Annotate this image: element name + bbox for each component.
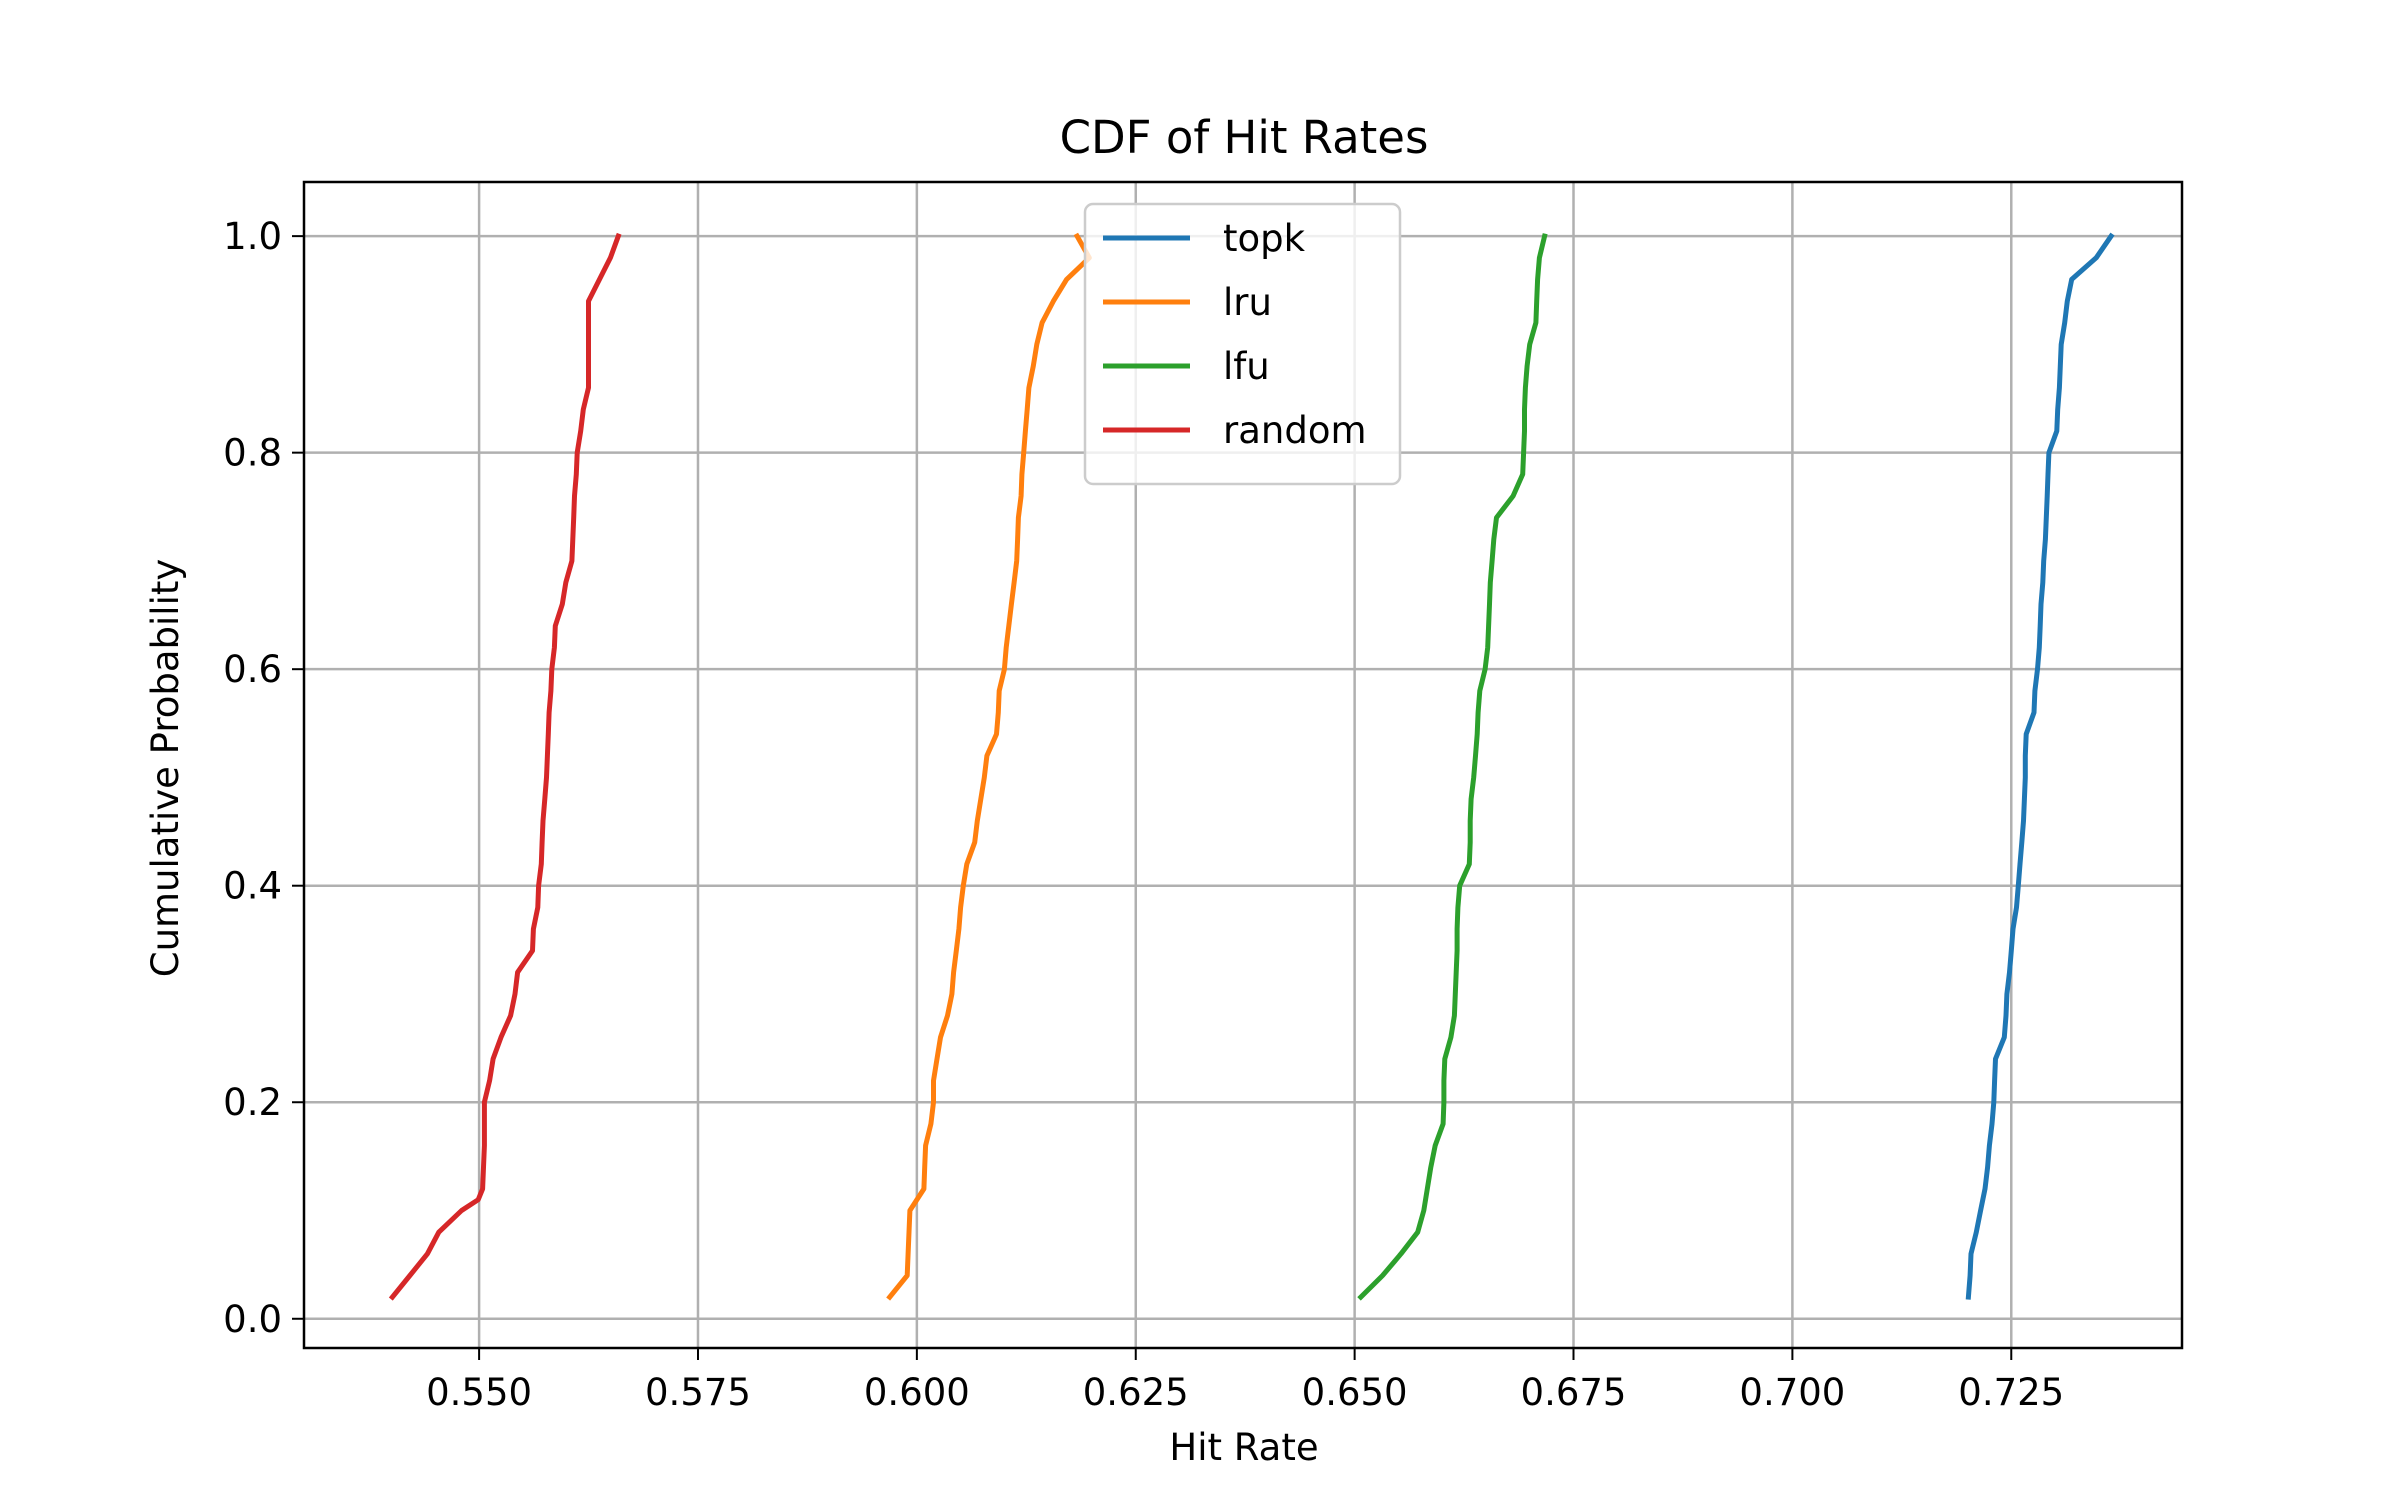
y-tick-label: 0.0: [223, 1298, 282, 1341]
legend-label-lru: lru: [1223, 281, 1272, 324]
series-line-topk: [1965, 232, 2115, 1300]
series-lines: [388, 232, 2115, 1301]
x-tick-label: 0.550: [426, 1371, 532, 1414]
chart-title: CDF of Hit Rates: [1060, 111, 1429, 164]
series-line-random: [388, 232, 622, 1301]
legend-label-lfu: lfu: [1223, 345, 1270, 388]
x-tick-label: 0.575: [645, 1371, 751, 1414]
y-tick-label: 0.2: [223, 1081, 282, 1124]
legend-label-random: random: [1223, 409, 1367, 452]
y-tick-label: 0.6: [223, 648, 282, 691]
x-tick-label: 0.675: [1521, 1371, 1627, 1414]
y-axis-title: Cumulative Probability: [144, 559, 187, 978]
y-tick-label: 0.4: [223, 865, 282, 908]
legend: topk lru lfu random: [1083, 202, 1402, 486]
x-tick-label: 0.725: [1958, 1371, 2064, 1414]
y-tick-label: 0.8: [223, 432, 282, 475]
x-tick-label: 0.600: [864, 1371, 970, 1414]
legend-label-topk: topk: [1223, 217, 1306, 260]
x-tick-label: 0.650: [1302, 1371, 1408, 1414]
series-line-lfu: [1357, 233, 1548, 1301]
plot-frame: [302, 180, 2184, 1350]
x-tick-label: 0.625: [1083, 1371, 1189, 1414]
axis-ticks: 0.550 0.575 0.600 0.625 0.650 0.675 0.700 0.725…: [223, 215, 2064, 1414]
y-tick-label: 1.0: [223, 215, 282, 258]
x-tick-label: 0.700: [1739, 1371, 1845, 1414]
legend-box: [1083, 202, 1402, 486]
series-line-lru: [886, 232, 1092, 1301]
x-axis-title: Hit Rate: [1169, 1426, 1318, 1469]
